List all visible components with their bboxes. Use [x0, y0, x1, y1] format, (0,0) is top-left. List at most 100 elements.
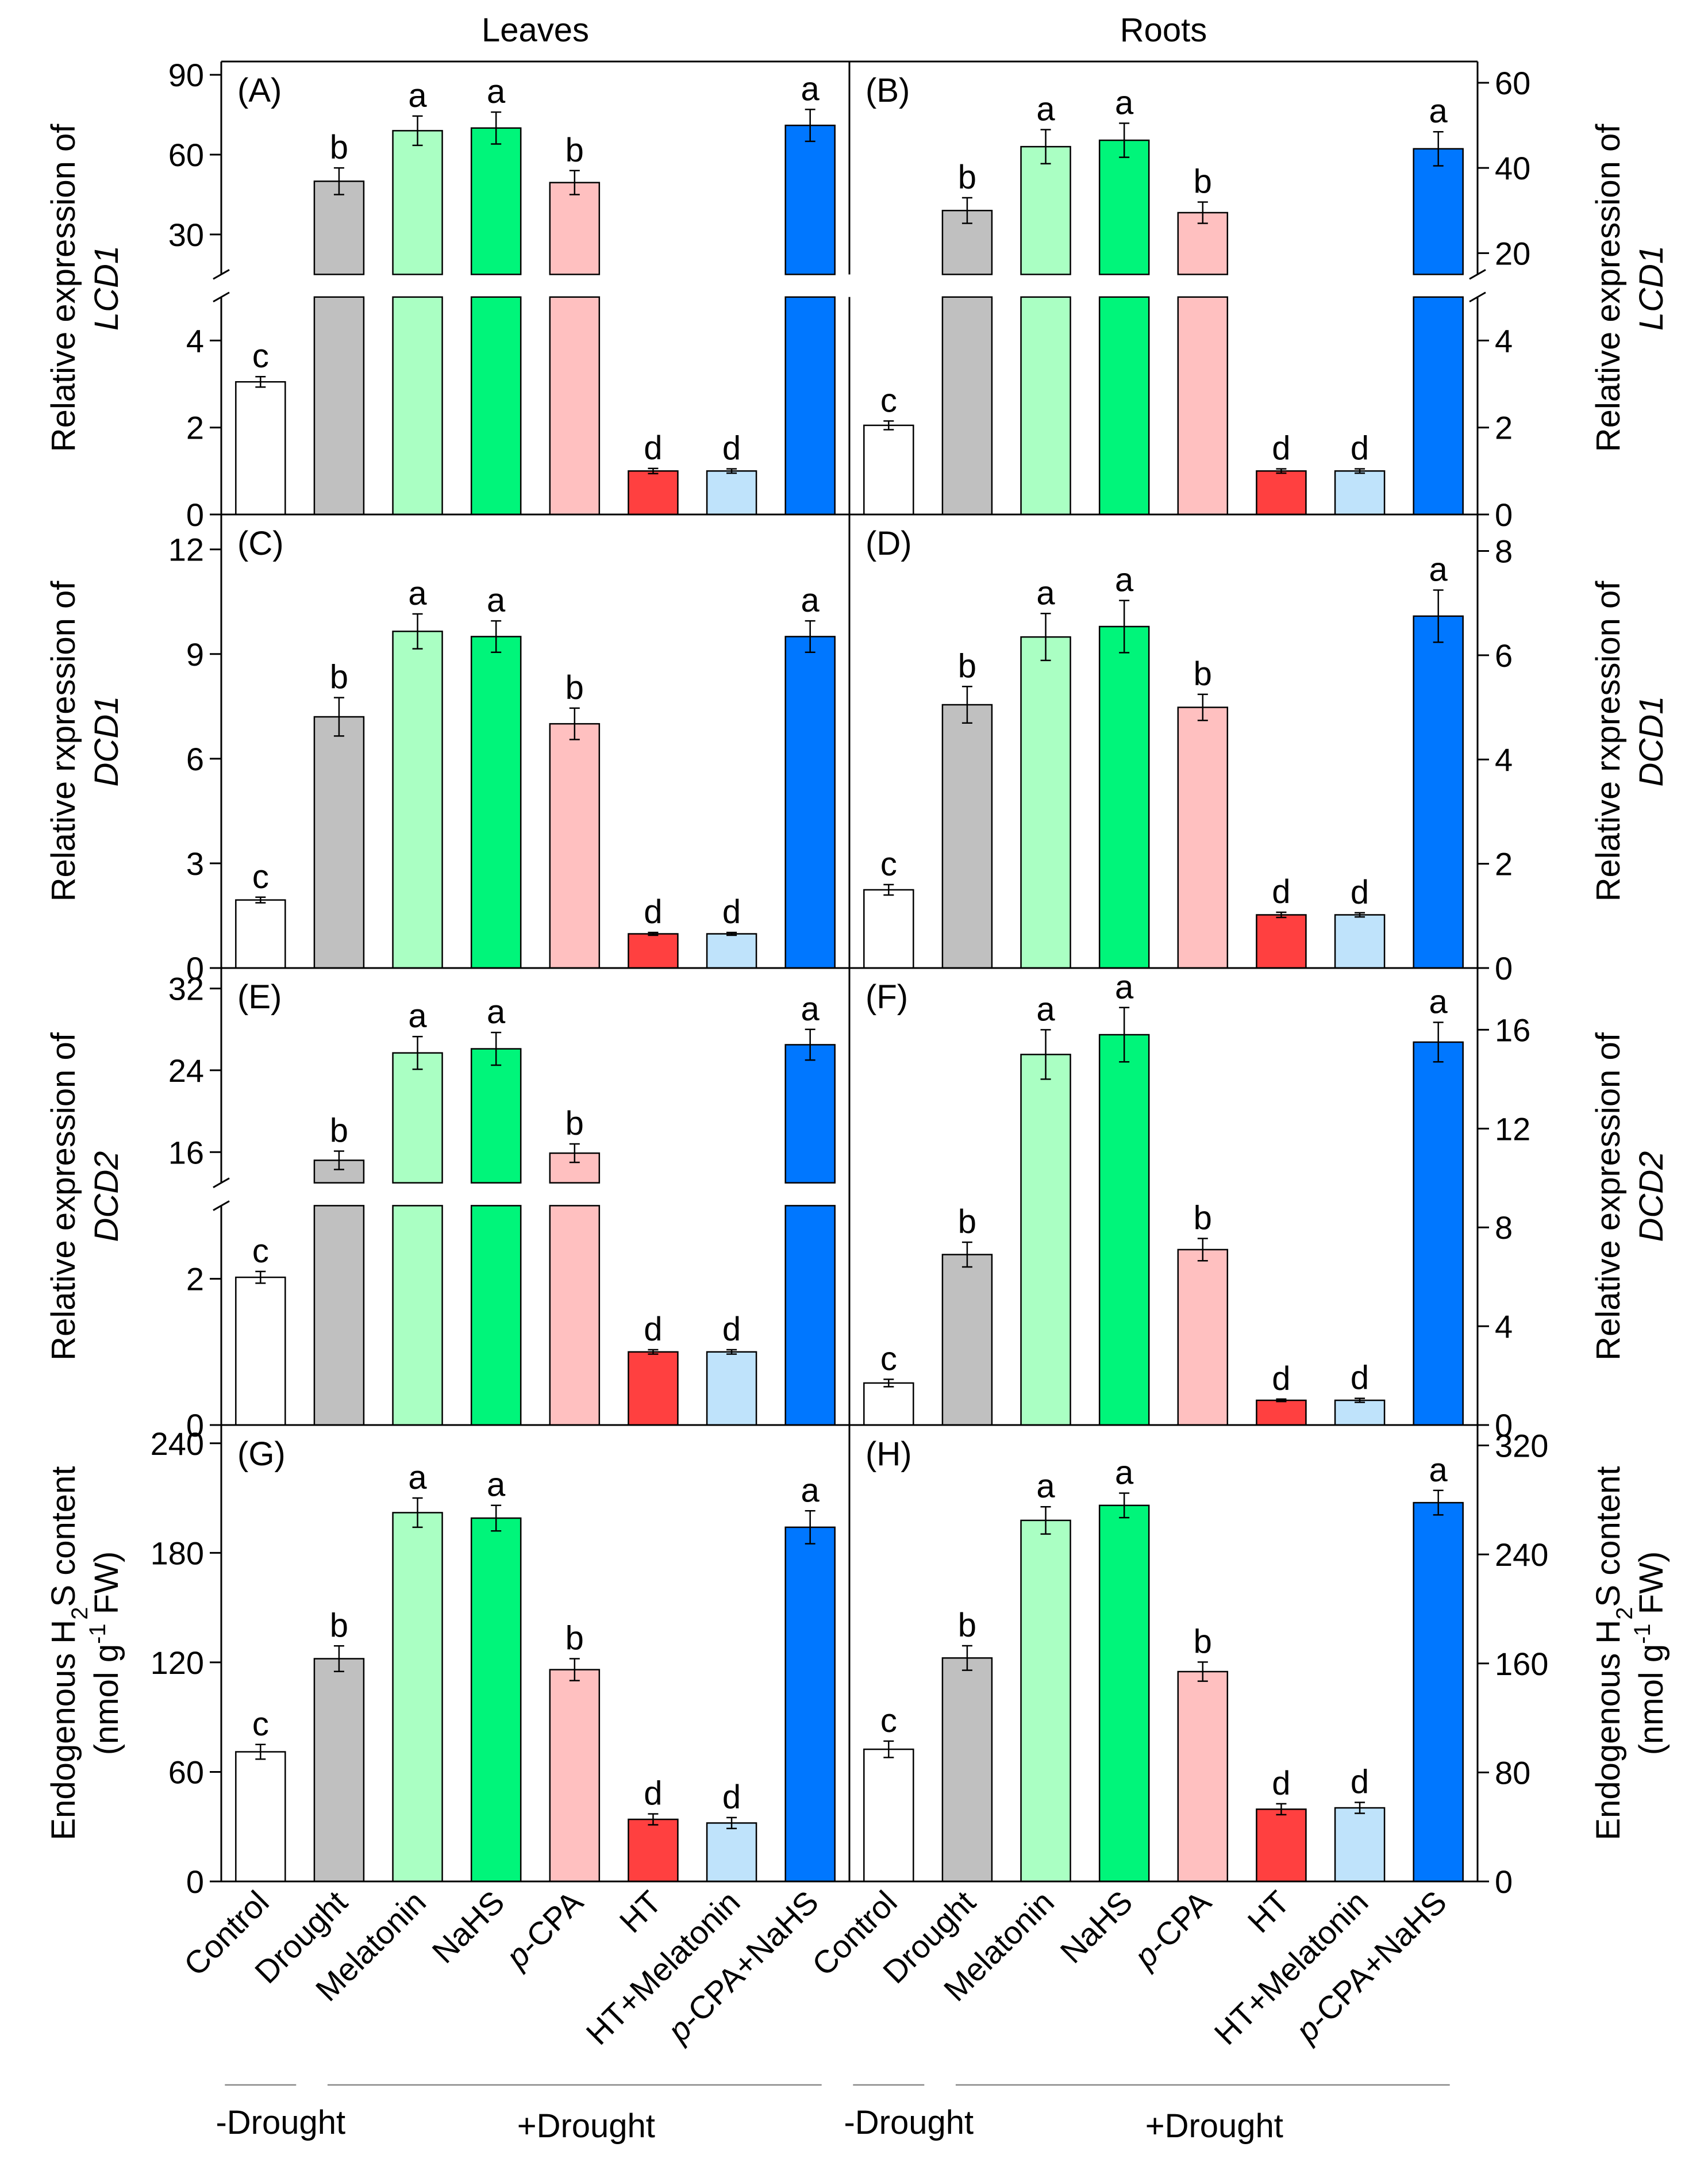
bar-upper — [784, 1044, 836, 1184]
significance-letter: b — [330, 1112, 348, 1149]
y-axis-title-right-row3: Endogenous H2S content(nmol g-1 FW) — [1590, 1466, 1670, 1840]
plus-drought-label: +Drought — [1145, 2107, 1283, 2145]
bar — [549, 1669, 601, 1883]
significance-letter: d — [1272, 1360, 1290, 1397]
significance-letter: a — [1036, 574, 1055, 612]
significance-letter: a — [487, 993, 506, 1031]
significance-letter: b — [1194, 163, 1212, 200]
significance-letter: a — [801, 582, 820, 619]
significance-letter: a — [1115, 969, 1134, 1006]
bar — [706, 470, 757, 516]
bar-lower — [1098, 296, 1150, 516]
y-tick-label: 12 — [1495, 1111, 1530, 1147]
y-tick-label: 120 — [151, 1645, 204, 1681]
bar-upper — [470, 1048, 522, 1184]
bar — [863, 889, 914, 969]
y-tick-label: 24 — [168, 1053, 204, 1089]
significance-letter: a — [801, 70, 820, 107]
y-tick-label: 2 — [186, 1261, 204, 1297]
significance-letter: d — [1272, 430, 1290, 467]
significance-letter: c — [252, 1706, 269, 1743]
significance-letter: b — [330, 659, 348, 696]
significance-letter: a — [1036, 91, 1055, 128]
column-title-roots: Roots — [1120, 11, 1207, 49]
bar — [1256, 914, 1307, 969]
significance-letter: d — [722, 1779, 741, 1816]
bar-upper — [1413, 148, 1464, 275]
y-axis-title-line: DCD1 — [88, 696, 125, 787]
significance-letter: d — [644, 893, 662, 931]
bar-lower — [392, 1205, 443, 1426]
significance-letter: b — [1194, 1200, 1212, 1237]
significance-letter: a — [801, 1472, 820, 1509]
bar — [628, 470, 679, 516]
y-axis-title-line: Relative expression of — [1590, 124, 1627, 452]
significance-letter: b — [958, 647, 976, 685]
bar-lower — [784, 1205, 836, 1426]
panel-g: c b a a b d d a 0 60 120 180 240 (G) — [151, 1424, 851, 1900]
significance-letter: d — [722, 893, 741, 931]
y-axis-title-line: Relative expression of — [1590, 1032, 1627, 1361]
panel-label: (A) — [237, 72, 282, 109]
bar — [235, 899, 286, 969]
panel-f: c b a a b d d a 0 4 8 12 16 (F) — [848, 967, 1530, 1443]
bar-lower — [941, 296, 993, 516]
y-tick-label: 16 — [1495, 1012, 1530, 1048]
y-tick-label: 60 — [168, 1754, 204, 1790]
bar — [549, 723, 601, 969]
significance-letter: d — [1272, 1765, 1290, 1802]
bar — [941, 1657, 993, 1883]
bar — [628, 1351, 679, 1426]
significance-letter: c — [252, 858, 269, 896]
significance-letter: a — [1036, 990, 1055, 1028]
significance-letter: d — [722, 1311, 741, 1348]
y-tick-label: 0 — [1495, 1407, 1513, 1443]
bar — [1177, 1670, 1229, 1883]
bar — [1177, 706, 1229, 969]
y-tick-label: 60 — [168, 137, 204, 173]
significance-letter: a — [408, 997, 427, 1035]
frame — [848, 1424, 1479, 1883]
y-tick-label: 0 — [186, 950, 204, 986]
axis-break-mark — [1469, 291, 1486, 303]
bar-lower — [1413, 296, 1464, 516]
significance-letter: b — [566, 1105, 584, 1142]
y-axis-title-line: Endogenous H2S content — [1590, 1466, 1637, 1840]
bar — [1334, 1807, 1386, 1883]
y-tick-label: 0 — [1495, 1864, 1513, 1900]
panel-label: (D) — [865, 525, 912, 562]
y-tick-label: 80 — [1495, 1754, 1530, 1791]
significance-letter: a — [487, 1466, 506, 1504]
y-tick-label: 9 — [186, 636, 204, 673]
y-axis-title-right-row1: Relative rxpression of DCD1 — [1590, 581, 1670, 902]
panel-label: (G) — [237, 1435, 286, 1473]
significance-letter: a — [487, 73, 506, 110]
significance-letter: b — [958, 1203, 976, 1240]
y-tick-label: 240 — [151, 1426, 204, 1462]
y-tick-label: 240 — [1495, 1537, 1548, 1573]
bar — [1098, 1034, 1150, 1426]
y-tick-label: 30 — [168, 217, 204, 253]
y-axis-title-left-row0: Relative expression of LCD1 — [45, 124, 125, 452]
group-bracket-leaves: -Drought +Drought — [216, 2084, 822, 2145]
significance-letter: b — [958, 1607, 976, 1644]
bar-upper — [392, 1052, 443, 1184]
bar — [706, 1351, 757, 1426]
significance-letter: c — [880, 1702, 897, 1739]
significance-letter: c — [880, 846, 897, 883]
panel-h: c b a a b d d a 0 80 160 240 320 (H) — [848, 1424, 1548, 1900]
bar — [1256, 1808, 1307, 1883]
axis-break-mark — [213, 1177, 230, 1188]
significance-letter: b — [1194, 655, 1212, 693]
bar — [863, 1748, 914, 1883]
y-tick-label: 180 — [151, 1535, 204, 1571]
y-axis-title-left-row3: Endogenous H2S content(nmol g-1 FW) — [45, 1466, 125, 1840]
bar-lower — [470, 296, 522, 516]
y-tick-label: 0 — [1495, 950, 1513, 986]
column-title-leaves: Leaves — [482, 11, 589, 49]
panel-c: c b a a b d d a 0 3 6 9 12 (C) — [168, 513, 851, 986]
y-tick-label: 90 — [168, 57, 204, 93]
bar-lower — [392, 296, 443, 516]
y-tick-label: 0 — [186, 1407, 204, 1443]
